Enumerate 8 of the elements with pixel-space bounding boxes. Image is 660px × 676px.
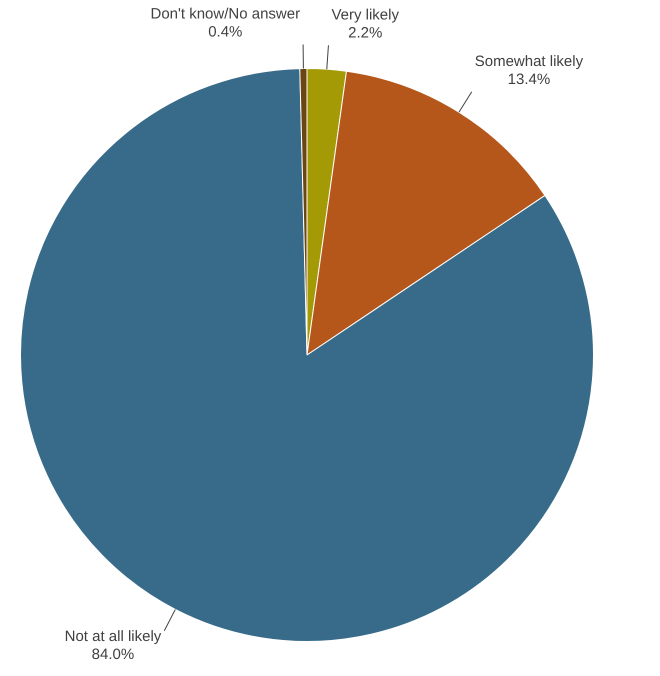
- data-label: 13.4%: [508, 70, 550, 88]
- slice-label: Don't know/No answer: [150, 6, 300, 23]
- data-label: 0.4%: [208, 24, 242, 41]
- data-label: 84.0%: [92, 646, 134, 663]
- slice-label: Very likely: [331, 6, 400, 24]
- data-label: 2.2%: [348, 24, 382, 42]
- slice-label: Somewhat likely: [474, 52, 584, 70]
- slice-label: Not at all likely: [64, 628, 162, 645]
